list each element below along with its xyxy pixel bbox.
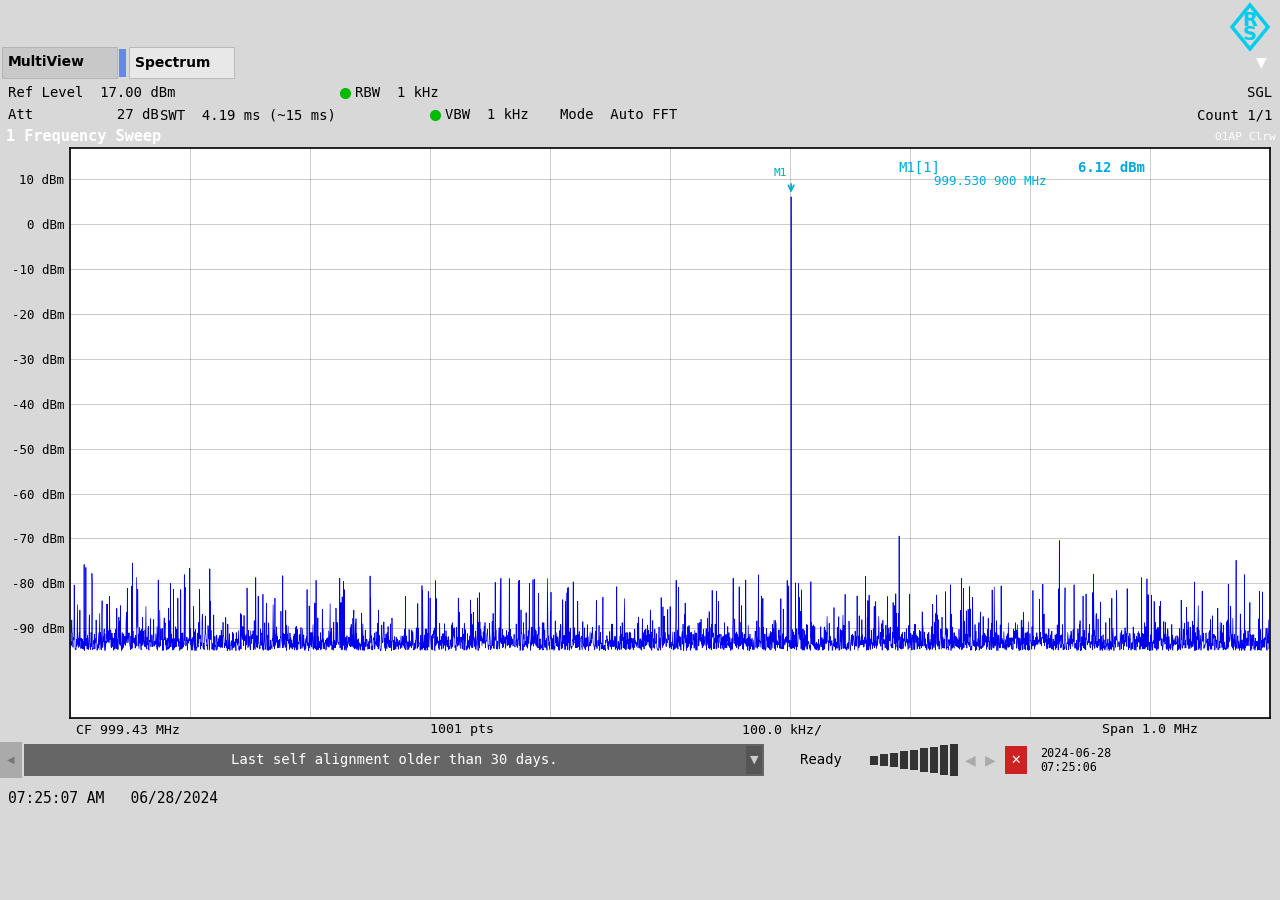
Text: MultiView: MultiView xyxy=(8,56,84,69)
Text: ▶: ▶ xyxy=(984,753,996,767)
Bar xyxy=(931,747,938,773)
Bar xyxy=(3,47,116,78)
Bar xyxy=(119,49,125,76)
Bar xyxy=(0,742,22,778)
Bar xyxy=(746,746,762,774)
Bar xyxy=(950,744,957,776)
Text: SWT  4.19 ms (~15 ms): SWT 4.19 ms (~15 ms) xyxy=(160,108,335,122)
Bar xyxy=(870,755,878,764)
Text: O1AP Clrw: O1AP Clrw xyxy=(1215,131,1276,141)
Text: 100.0 kHz/: 100.0 kHz/ xyxy=(742,724,822,736)
Text: Spectrum: Spectrum xyxy=(134,56,210,69)
Bar xyxy=(24,744,764,776)
Text: ◀: ◀ xyxy=(965,753,975,767)
Text: 1 Frequency Sweep: 1 Frequency Sweep xyxy=(6,129,161,144)
Bar xyxy=(940,745,948,775)
Text: SGL: SGL xyxy=(1247,86,1272,100)
Bar xyxy=(881,754,888,766)
Text: ◀: ◀ xyxy=(8,755,15,765)
Bar xyxy=(1005,746,1027,774)
Bar xyxy=(900,752,908,769)
Text: R: R xyxy=(1243,11,1257,30)
Text: Span 1.0 MHz: Span 1.0 MHz xyxy=(1102,724,1198,736)
Text: 1001 pts: 1001 pts xyxy=(430,724,494,736)
Text: M1[1]: M1[1] xyxy=(899,160,940,175)
Text: 6.12 dBm: 6.12 dBm xyxy=(1078,160,1146,175)
Text: S: S xyxy=(1243,24,1257,43)
Text: ▼: ▼ xyxy=(1256,56,1266,69)
Bar xyxy=(920,748,928,771)
Text: ▼: ▼ xyxy=(750,755,758,765)
Text: Ref Level  17.00 dBm: Ref Level 17.00 dBm xyxy=(8,86,175,100)
Text: ✕: ✕ xyxy=(1011,753,1021,767)
Text: 999.530 900 MHz: 999.530 900 MHz xyxy=(934,176,1047,188)
Text: Last self alignment older than 30 days.: Last self alignment older than 30 days. xyxy=(230,753,557,767)
Text: CF 999.43 MHz: CF 999.43 MHz xyxy=(76,724,180,736)
Text: Mode  Auto FFT: Mode Auto FFT xyxy=(561,108,677,122)
Bar xyxy=(129,47,234,78)
Text: Ready: Ready xyxy=(800,753,842,767)
Bar xyxy=(890,752,899,768)
Bar xyxy=(910,750,918,770)
Text: 07:25:07 AM   06/28/2024: 07:25:07 AM 06/28/2024 xyxy=(8,791,218,806)
Text: 07:25:06: 07:25:06 xyxy=(1039,761,1097,774)
Text: Att          27 dB: Att 27 dB xyxy=(8,108,159,122)
Text: RBW  1 kHz: RBW 1 kHz xyxy=(355,86,439,100)
Text: VBW  1 kHz: VBW 1 kHz xyxy=(445,108,529,122)
Text: 2024-06-28: 2024-06-28 xyxy=(1039,747,1111,760)
Text: Count 1/1: Count 1/1 xyxy=(1197,108,1272,122)
Text: M1: M1 xyxy=(774,168,787,178)
